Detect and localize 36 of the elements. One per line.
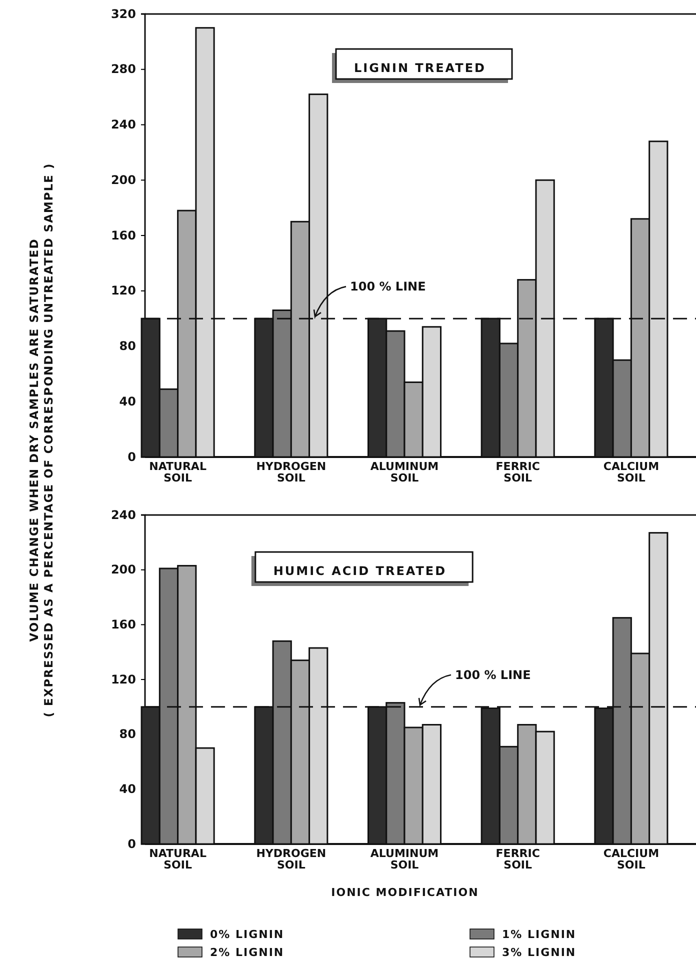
y-tick-label: 200	[110, 562, 136, 577]
text: LIGNIN TREATED	[354, 61, 486, 75]
y-tick-label: 40	[119, 782, 136, 796]
y-tick-label: 240	[110, 118, 136, 132]
y-tick-label: 120	[110, 284, 136, 298]
legend-label: 0% LIGNIN	[210, 928, 284, 941]
text: HUMIC ACID TREATED	[273, 564, 447, 578]
ref-line-label: 100 % LINE	[350, 280, 426, 294]
y-tick-label: 320	[110, 6, 136, 21]
y-axis-title: VOLUME CHANGE WHEN DRY SAMPLES ARE SATURATED ( EXPRESSED AS A PERCENTAGE OF CORRESPONDING UNTREATED SAMPLE )	[27, 162, 56, 718]
legend-label: 3% LIGNIN	[502, 946, 576, 959]
y-tick-label: 160	[110, 618, 136, 632]
x-tick-label: NATURAL SOIL	[149, 846, 206, 872]
y-tick-label: 80	[119, 339, 136, 354]
x-axis-title: IONIC MODIFICATION	[331, 886, 479, 899]
y-tick-label: 160	[110, 228, 136, 242]
y-tick-label: 0	[128, 836, 136, 851]
y-tick-label: 240	[110, 508, 136, 522]
y-tick-label: 80	[119, 727, 136, 742]
y-tick-label: 0	[128, 450, 136, 464]
y-tick-label: 280	[110, 62, 136, 76]
x-tick-label: FERRIC SOIL	[496, 460, 540, 484]
y-tick-label: 120	[110, 672, 136, 686]
x-tick-label: ALUMINUM SOIL	[370, 460, 439, 484]
x-tick-label: FERRIC SOIL	[496, 846, 540, 872]
y-tick-label: 200	[110, 172, 136, 187]
x-tick-label: HYDROGEN SOIL	[256, 460, 326, 484]
legend-label: 2% LIGNIN	[210, 946, 284, 959]
x-tick-label: CALCIUM SOIL	[603, 846, 660, 872]
x-tick-label: CALCIUM SOIL	[603, 460, 660, 484]
ref-line-label: 100 % LINE	[455, 668, 531, 682]
x-tick-label: NATURAL SOIL	[149, 460, 206, 484]
y-tick-label: 40	[119, 394, 136, 408]
x-tick-label: HYDROGEN SOIL	[256, 846, 326, 872]
legend-label: 1% LIGNIN	[502, 928, 576, 941]
x-tick-label: ALUMINUM SOIL	[370, 846, 439, 872]
